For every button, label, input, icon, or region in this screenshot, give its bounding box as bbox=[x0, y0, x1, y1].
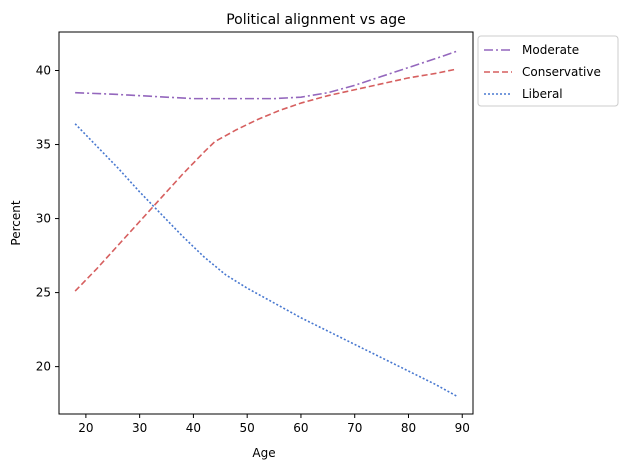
x-tick-label: 40 bbox=[186, 421, 201, 435]
x-tick-label: 80 bbox=[401, 421, 416, 435]
y-tick-label: 30 bbox=[36, 212, 51, 226]
y-tick-label: 25 bbox=[36, 286, 51, 300]
series-line-liberal bbox=[74, 123, 458, 397]
y-tick-label: 35 bbox=[36, 138, 51, 152]
legend-items: Moderate Conservative Liberal bbox=[484, 43, 601, 101]
legend: Moderate Conservative Liberal bbox=[477, 35, 619, 107]
legend-box bbox=[477, 35, 619, 107]
x-tick-label: 30 bbox=[132, 421, 147, 435]
series-layer bbox=[74, 50, 458, 397]
x-tick-label: 70 bbox=[347, 421, 362, 435]
legend-label-liberal: Liberal bbox=[522, 87, 563, 101]
x-tick-label: 90 bbox=[455, 421, 470, 435]
y-tick-label: 40 bbox=[36, 63, 51, 77]
legend-label-moderate: Moderate bbox=[522, 43, 579, 57]
x-axis-ticks: 20 30 40 50 60 70 80 90 bbox=[78, 414, 470, 435]
plot-area-frame bbox=[58, 31, 474, 415]
legend-label-conservative: Conservative bbox=[522, 65, 601, 79]
x-tick-label: 20 bbox=[78, 421, 93, 435]
x-tick-label: 60 bbox=[293, 421, 308, 435]
y-tick-label: 20 bbox=[36, 360, 51, 374]
x-axis-label: Age bbox=[252, 446, 275, 460]
series-line-moderate bbox=[75, 50, 458, 100]
x-tick-label: 50 bbox=[240, 421, 255, 435]
y-axis-label: Percent bbox=[9, 200, 23, 245]
y-axis-ticks: 20 25 30 35 40 bbox=[36, 63, 59, 374]
chart-title: Political alignment vs age bbox=[226, 12, 406, 28]
